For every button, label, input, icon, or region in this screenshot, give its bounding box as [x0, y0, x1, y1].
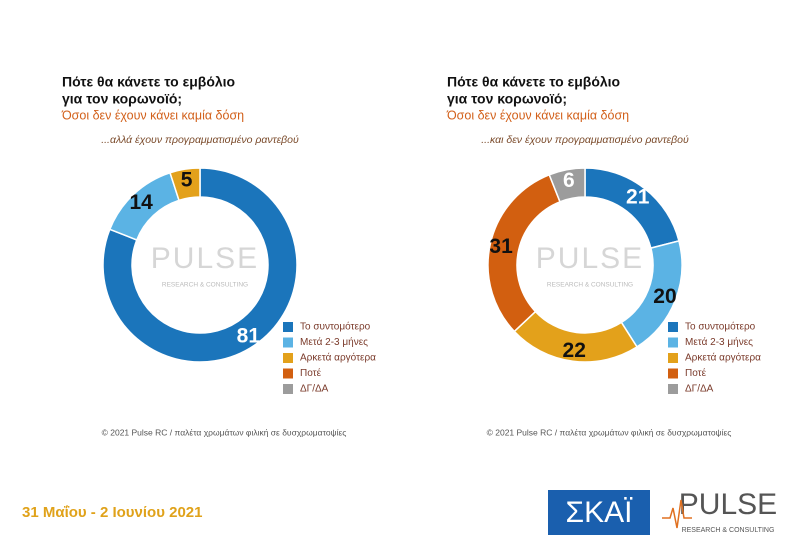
- data-label: 81: [237, 325, 261, 348]
- annotation: ...αλλά έχουν προγραμματισμένο ραντεβού: [101, 134, 299, 146]
- date: 31 Μαΐου - 2 Ιουνίου 2021: [22, 504, 202, 521]
- watermark: PULSE: [151, 242, 259, 275]
- legend-label: ΔΓ/ΔΑ: [685, 384, 714, 395]
- legend-label: Ποτέ: [300, 367, 322, 379]
- legend-label: ΔΓ/ΔΑ: [300, 384, 329, 395]
- legend-swatch: [283, 368, 293, 379]
- chart-title: Πότε θα κάνετε το εμβόλιο: [62, 74, 235, 90]
- chart-subtitle: Όσοι δεν έχουν κάνει καμία δόση: [61, 108, 244, 122]
- legend-swatch: [668, 337, 678, 348]
- legend-swatch: [283, 337, 293, 348]
- logo-pulse: PULSE: [679, 488, 777, 521]
- logo-box: [548, 490, 650, 535]
- source: © 2021 Pulse RC / παλέτα χρωμάτων φιλική…: [487, 427, 732, 437]
- data-label: 21: [626, 186, 650, 209]
- data-label: 20: [653, 285, 676, 308]
- source: © 2021 Pulse RC / παλέτα χρωμάτων φιλική…: [102, 427, 347, 437]
- donut-slice: [169, 167, 201, 202]
- chart-subtitle: Όσοι δεν έχουν κάνει καμία δόση: [446, 108, 629, 122]
- chart-title: για τον κορωνοϊό;: [62, 91, 182, 107]
- logo-skai: ΣΚΑΪ: [566, 496, 634, 529]
- legend-swatch: [668, 368, 678, 379]
- logo-pulse-sub: RESEARCH & CONSULTING: [682, 527, 775, 534]
- legend-label: Το συντομότερο: [300, 321, 371, 333]
- legend-label: Αρκετά αργότερα: [685, 352, 761, 364]
- legend-label: Ποτέ: [685, 367, 707, 379]
- watermark: RESEARCH & CONSULTING: [547, 282, 633, 289]
- legend-label: Μετά 2-3 μήνες: [300, 336, 368, 348]
- watermark: PULSE: [536, 242, 644, 275]
- legend-swatch: [283, 384, 293, 394]
- data-label: 14: [129, 191, 153, 214]
- legend-label: Το συντομότερο: [685, 321, 756, 333]
- legend-label: Μετά 2-3 μήνες: [685, 336, 753, 348]
- legend-swatch: [668, 322, 678, 332]
- annotation: ...και δεν έχουν προγραμματισμένο ραντεβ…: [481, 134, 689, 146]
- legend-swatch: [283, 353, 293, 363]
- legend-swatch: [283, 322, 293, 332]
- donut-slice: [548, 167, 586, 203]
- data-label: 31: [489, 235, 513, 258]
- data-label: 22: [563, 339, 586, 362]
- watermark: RESEARCH & CONSULTING: [162, 282, 248, 289]
- legend-label: Αρκετά αργότερα: [300, 352, 376, 364]
- data-label: 5: [181, 169, 193, 192]
- legend-swatch: [668, 353, 678, 363]
- chart-title: για τον κορωνοϊό;: [447, 91, 567, 107]
- legend-swatch: [668, 384, 678, 394]
- chart-title: Πότε θα κάνετε το εμβόλιο: [447, 74, 620, 90]
- donut-slice: [102, 167, 298, 363]
- data-label: 6: [563, 169, 575, 192]
- logo-pulse-wave: [662, 499, 692, 529]
